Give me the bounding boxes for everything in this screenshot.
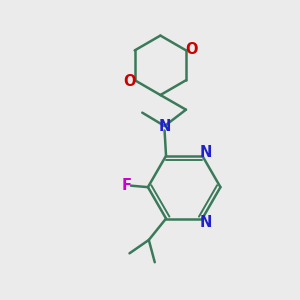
Text: F: F xyxy=(122,178,131,193)
Text: O: O xyxy=(185,42,198,57)
Text: O: O xyxy=(123,74,136,89)
Text: N: N xyxy=(200,145,212,160)
Text: N: N xyxy=(158,118,171,134)
Text: N: N xyxy=(200,214,212,230)
